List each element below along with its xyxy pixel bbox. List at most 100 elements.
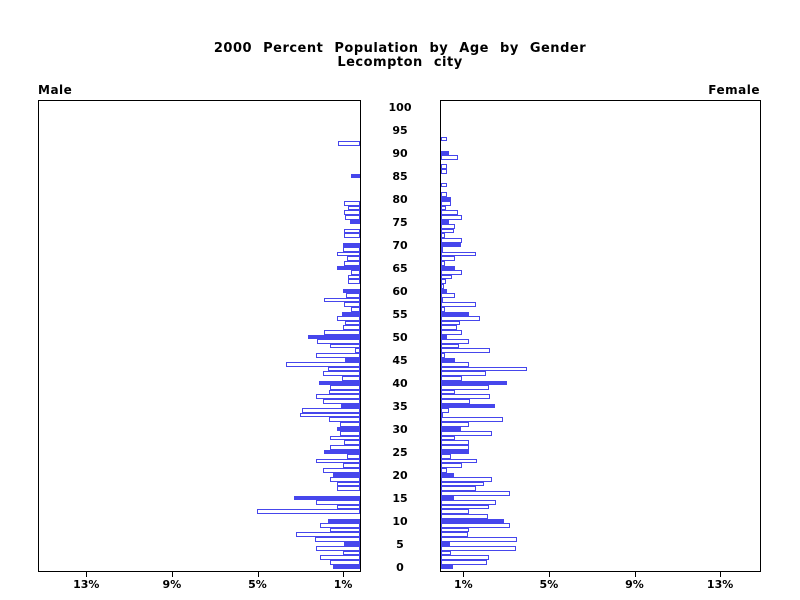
male-bar-age-65 (336, 265, 360, 271)
female-bar-age-23 (441, 458, 477, 464)
male-bar-age-64 (351, 270, 360, 275)
female-bar-age-32 (441, 417, 504, 422)
male-bar-age-67 (346, 256, 360, 261)
male-age-axis-line (360, 100, 361, 572)
male-bar-age-13 (336, 504, 360, 510)
male-bar-age-72 (343, 233, 360, 238)
male-bar-age-25 (324, 449, 360, 455)
male-bar-age-19 (330, 477, 360, 482)
female-bar-age-73 (441, 228, 455, 234)
male-x-tick-label-5: 5% (248, 578, 267, 591)
male-bar-age-1 (330, 560, 360, 565)
male-x-axis-line (38, 571, 361, 572)
female-x-tick-label-13: 13% (706, 578, 734, 591)
male-bar-age-12 (257, 509, 360, 514)
female-bar-age-47 (441, 348, 490, 353)
male-bar-age-73 (343, 228, 360, 234)
age-label-45: 45 (392, 353, 408, 367)
age-label-10: 10 (392, 514, 408, 528)
male-x-tick-label-1: 1% (333, 578, 353, 591)
age-label-95: 95 (392, 123, 408, 137)
female-bar-age-86 (441, 169, 448, 174)
male-bar-age-40 (319, 380, 360, 386)
female-panel-label: Female (708, 83, 760, 97)
female-bar-age-65 (441, 265, 455, 271)
female-bar-age-14 (441, 500, 497, 505)
female-bar-age-4 (441, 546, 517, 551)
male-bar-age-42 (322, 371, 360, 376)
female-bar-age-36 (441, 399, 471, 404)
female-bar-age-93 (441, 136, 448, 142)
female-bar-age-80 (441, 196, 451, 202)
male-bar-age-56 (351, 307, 360, 312)
female-bar-age-24 (441, 454, 451, 459)
male-bar-age-45 (345, 357, 360, 363)
female-bar-age-29 (441, 431, 492, 436)
female-bar-age-67 (441, 256, 456, 261)
female-bar-age-79 (441, 201, 451, 206)
female-bar-age-2 (441, 555, 489, 560)
male-bar-age-78 (348, 205, 360, 211)
female-x-tick-label-1: 1% (453, 578, 473, 591)
male-bar-age-41 (341, 376, 360, 381)
female-bar-age-70 (441, 242, 462, 248)
male-bar-age-14 (316, 500, 360, 505)
female-bar-age-58 (441, 297, 444, 303)
male-bar-age-29 (340, 431, 360, 436)
female-bar-age-45 (441, 357, 456, 363)
male-bar-age-15 (294, 495, 360, 501)
female-bar-age-21 (441, 468, 448, 473)
age-label-65: 65 (392, 261, 408, 275)
female-bar-age-9 (441, 523, 511, 528)
female-panel-right-border (760, 100, 761, 572)
male-bar-age-33 (300, 412, 360, 418)
male-bar-age-47 (355, 348, 360, 353)
age-label-50: 50 (392, 330, 408, 344)
male-bar-age-35 (340, 403, 360, 409)
female-bar-age-28 (441, 435, 456, 441)
male-bar-age-92 (337, 141, 360, 146)
female-bar-age-20 (441, 472, 454, 478)
age-label-20: 20 (392, 468, 408, 482)
female-bar-age-34 (441, 408, 449, 413)
female-bar-age-71 (441, 238, 462, 243)
male-bar-age-54 (336, 316, 360, 321)
male-bar-age-34 (301, 408, 360, 413)
female-bar-age-3 (441, 550, 451, 556)
male-bar-age-79 (343, 201, 360, 206)
female-x-tick-5 (548, 572, 550, 577)
female-bar-age-59 (441, 293, 456, 298)
age-label-90: 90 (392, 146, 408, 160)
female-bar-age-54 (441, 316, 481, 321)
female-bar-age-17 (441, 486, 477, 491)
male-bar-age-37 (316, 394, 360, 399)
female-bar-age-16 (441, 491, 510, 496)
male-bar-age-9 (320, 523, 360, 528)
female-bar-age-69 (441, 247, 444, 252)
male-bar-age-4 (316, 546, 360, 551)
male-panel-left-border (38, 100, 39, 572)
age-label-80: 80 (392, 192, 408, 206)
female-bar-age-77 (441, 210, 459, 215)
male-bar-age-5 (343, 541, 360, 547)
male-panel-label: Male (38, 83, 73, 97)
female-bar-age-51 (441, 330, 462, 335)
female-bar-age-60 (441, 288, 447, 294)
female-bar-age-31 (441, 422, 469, 427)
male-bar-age-60 (343, 288, 360, 294)
female-panel-top-border (440, 100, 761, 101)
male-bar-age-53 (345, 320, 360, 326)
female-bar-age-43 (441, 366, 527, 372)
male-bar-age-18 (336, 481, 360, 487)
female-bar-age-68 (441, 251, 477, 257)
female-bar-age-38 (441, 389, 456, 395)
female-x-tick-label-5: 5% (539, 578, 559, 591)
male-bar-age-52 (342, 325, 360, 330)
female-bar-age-0 (441, 564, 453, 570)
male-bar-age-75 (349, 219, 360, 225)
female-bar-age-6 (441, 537, 517, 542)
male-bar-age-51 (324, 330, 360, 335)
female-bar-age-7 (441, 532, 468, 537)
male-bar-age-58 (324, 297, 360, 303)
